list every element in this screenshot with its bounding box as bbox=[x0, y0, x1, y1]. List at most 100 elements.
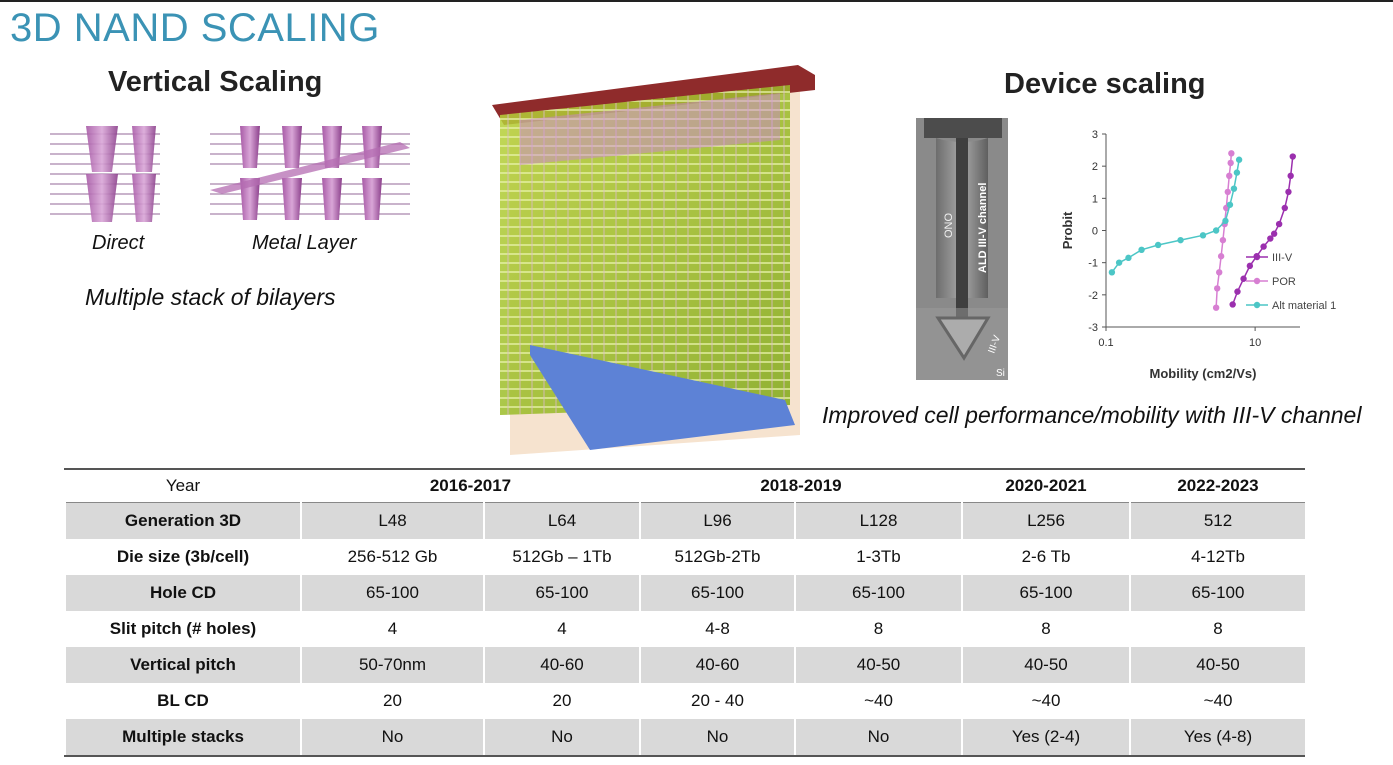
table-cell: 20 - 40 bbox=[639, 683, 795, 719]
metal-layer-label: Metal Layer bbox=[252, 232, 357, 254]
x-tick-label: 10 bbox=[1249, 337, 1261, 349]
data-point bbox=[1234, 288, 1241, 295]
metal-layer-stack-icon bbox=[210, 126, 410, 220]
y-tick-label: 2 bbox=[1092, 161, 1098, 173]
table-cell: 4-8 bbox=[639, 611, 795, 647]
vertical-scaling-heading: Vertical Scaling bbox=[108, 66, 323, 98]
table-cell: No bbox=[794, 719, 962, 757]
row-label: Generation 3D bbox=[64, 502, 301, 539]
data-point bbox=[1115, 259, 1123, 266]
data-point bbox=[1267, 235, 1274, 242]
table-row: Vertical pitch 50-70nm 40-60 40-60 40-50 40-5… bbox=[64, 647, 1305, 683]
row-label: Slit pitch (# holes) bbox=[64, 611, 301, 647]
table-cell: No bbox=[639, 719, 795, 757]
data-point bbox=[1125, 254, 1132, 262]
ald-channel-label: ALD III-V channel bbox=[977, 183, 989, 273]
table-cell: L48 bbox=[300, 502, 484, 539]
table-cell: 4-12Tb bbox=[1129, 539, 1305, 575]
table-cell: L64 bbox=[483, 502, 640, 539]
data-point bbox=[1177, 236, 1184, 244]
channel-holes bbox=[520, 93, 780, 165]
substrate-plate bbox=[530, 345, 795, 450]
table-row: BL CD 20 20 20 - 40 ~40 ~40 ~40 bbox=[64, 683, 1305, 719]
table-body: Generation 3D L48 L64 L96 L128 L256 512 Die siz… bbox=[64, 502, 1305, 757]
table-cell: 20 bbox=[300, 683, 484, 719]
chart-y-axis-label: Probit bbox=[1060, 211, 1075, 249]
legend-swatch-marker bbox=[1253, 277, 1261, 285]
device-scaling-heading: Device scaling bbox=[1004, 68, 1206, 100]
data-point bbox=[1226, 172, 1233, 180]
table-cell: 65-100 bbox=[639, 575, 795, 611]
table-cell: No bbox=[483, 719, 640, 757]
table-cell: 512 bbox=[1129, 502, 1305, 539]
table-row: Hole CD 65-100 65-100 65-100 65-100 65-100 65-… bbox=[64, 575, 1305, 611]
data-point bbox=[1289, 153, 1296, 160]
data-point bbox=[1224, 188, 1231, 196]
legend-label: III-V bbox=[1272, 252, 1293, 264]
data-point bbox=[1108, 269, 1116, 276]
table-cell: Yes (2-4) bbox=[961, 719, 1130, 757]
data-point bbox=[1240, 275, 1247, 282]
direct-stack-icon bbox=[50, 126, 160, 222]
year-2018-2019: 2018-2019 bbox=[639, 468, 962, 503]
table-cell: L128 bbox=[794, 502, 962, 539]
data-point bbox=[1213, 285, 1221, 292]
data-point bbox=[1199, 232, 1207, 239]
si-label: Si bbox=[996, 368, 1005, 379]
data-point bbox=[1275, 220, 1283, 228]
y-tick-label: 3 bbox=[1092, 129, 1098, 141]
table-cell: 65-100 bbox=[961, 575, 1130, 611]
data-point bbox=[1270, 230, 1278, 237]
roadmap-table: Year 2016-2017 2018-2019 2020-2021 2022-… bbox=[64, 468, 1305, 757]
y-tick-label: -2 bbox=[1088, 290, 1098, 302]
table-cell: ~40 bbox=[794, 683, 962, 719]
chart-legend: III-V POR Alt material 1 bbox=[1246, 252, 1336, 312]
table-cell: 40-60 bbox=[483, 647, 640, 683]
direct-label: Direct bbox=[92, 232, 145, 254]
data-point bbox=[1287, 172, 1294, 180]
table-cell: 65-100 bbox=[794, 575, 962, 611]
vertical-caption: Multiple stack of bilayers bbox=[85, 284, 336, 310]
table-cell: 65-100 bbox=[483, 575, 640, 611]
y-tick-label: 1 bbox=[1092, 193, 1098, 205]
data-point bbox=[1217, 253, 1225, 260]
table-row: Multiple stacks No No No No Yes (2-4) Yes (4-8… bbox=[64, 719, 1305, 757]
data-point bbox=[1226, 201, 1234, 208]
table-cell: 1-3Tb bbox=[794, 539, 962, 575]
year-2020-2021: 2020-2021 bbox=[961, 468, 1130, 503]
table-cell: L256 bbox=[961, 502, 1130, 539]
table-cell: 40-50 bbox=[961, 647, 1130, 683]
table-header-row: Year 2016-2017 2018-2019 2020-2021 2022-… bbox=[64, 468, 1305, 503]
table-cell: 512Gb – 1Tb bbox=[483, 539, 640, 575]
vertical-scaling-illustration bbox=[50, 126, 410, 222]
table-cell: 40-50 bbox=[1129, 647, 1305, 683]
y-tick-label: -3 bbox=[1088, 322, 1098, 334]
table-cell: 65-100 bbox=[1129, 575, 1305, 611]
table-cell: 50-70nm bbox=[300, 647, 484, 683]
data-point bbox=[1154, 241, 1162, 249]
x-tick-label: 0.1 bbox=[1098, 337, 1113, 349]
top-rule bbox=[0, 0, 1393, 2]
year-2022-2023: 2022-2023 bbox=[1129, 468, 1305, 503]
table-row: Generation 3D L48 L64 L96 L128 L256 512 bbox=[64, 502, 1305, 539]
table-cell: 65-100 bbox=[300, 575, 484, 611]
chart-series bbox=[1108, 150, 1296, 311]
data-point bbox=[1260, 243, 1267, 250]
table-row: Die size (3b/cell) 256-512 Gb 512Gb – 1Tb 5… bbox=[64, 539, 1305, 575]
table-cell: 4 bbox=[300, 611, 484, 647]
nand-array-illustration bbox=[492, 65, 815, 455]
tem-cross-section-image: ONO ALD III-V channel III-V Si bbox=[916, 118, 1008, 380]
legend-label: Alt material 1 bbox=[1272, 300, 1336, 312]
table-cell: L96 bbox=[639, 502, 795, 539]
row-label: BL CD bbox=[64, 683, 301, 719]
device-caption: Improved cell performance/mobility with … bbox=[822, 402, 1362, 428]
data-point bbox=[1230, 185, 1238, 192]
table-cell: 4 bbox=[483, 611, 640, 647]
year-2016-2017: 2016-2017 bbox=[300, 468, 640, 503]
table-cell: 20 bbox=[483, 683, 640, 719]
data-point bbox=[1138, 246, 1145, 253]
data-point bbox=[1285, 188, 1292, 196]
y-tick-label: -1 bbox=[1088, 258, 1098, 270]
